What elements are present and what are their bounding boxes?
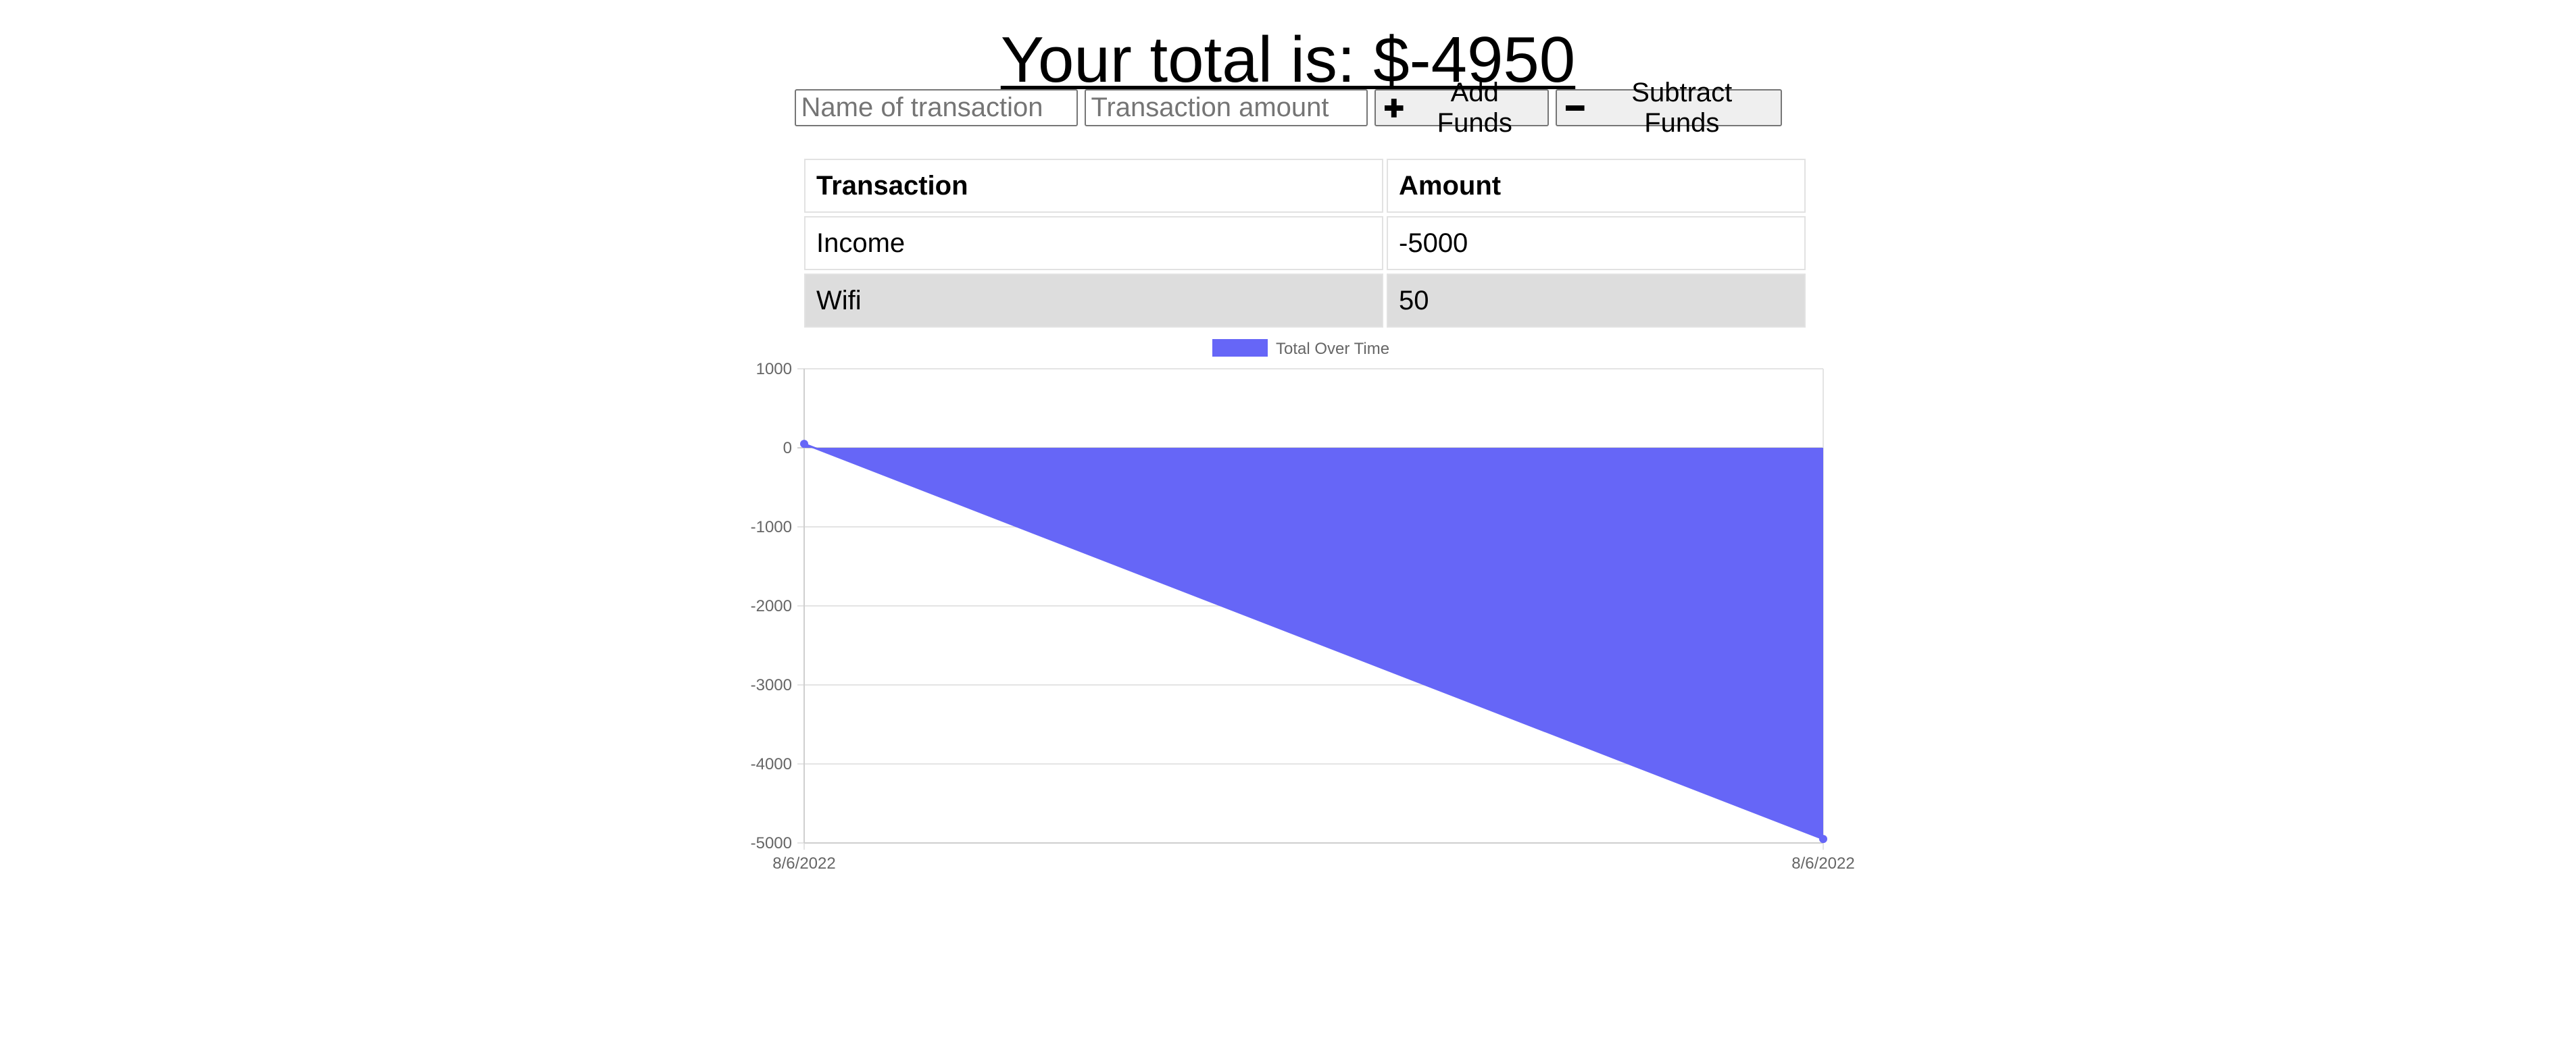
add-funds-button[interactable]: Add Funds [1374,78,1549,138]
transaction-form: Add Funds Subtract Funds [0,78,2576,138]
subtract-funds-label: Subtract Funds [1631,77,1733,138]
transaction-amount-cell: 50 [1387,274,1806,328]
subtract-funds-button[interactable]: Subtract Funds [1555,78,1782,138]
legend-swatch [1212,339,1268,357]
y-tick-label: -2000 [751,597,792,615]
transaction-table: Transaction Amount Income -5000 Wifi 50 [801,155,1809,331]
y-tick-label: 0 [783,439,792,457]
y-tick-label: -4000 [751,755,792,773]
y-tick-label: 1000 [756,360,792,378]
header-transaction: Transaction [804,159,1383,213]
table-header-row: Transaction Amount [804,159,1806,213]
total-heading: Your total is: $-4950 [1000,24,1576,97]
header-amount: Amount [1387,159,1806,213]
add-funds-label: Add Funds [1437,77,1512,138]
x-tick-label: 8/6/2022 [772,854,835,873]
x-tick-label: 8/6/2022 [1791,854,1854,873]
y-tick-label: -5000 [751,834,792,852]
data-point [1819,835,1827,844]
transaction-name-cell: Income [804,216,1383,270]
table-row: Wifi 50 [804,274,1806,328]
transaction-amount-input[interactable] [1084,89,1368,126]
minus-icon [1565,105,1585,111]
y-tick-label: -3000 [751,676,792,694]
series-line [803,442,1824,840]
y-tick-label: -1000 [751,518,792,536]
transaction-amount-cell: -5000 [1387,216,1806,270]
transaction-name-input[interactable] [794,89,1078,126]
transaction-name-cell: Wifi [804,274,1383,328]
plus-icon [1384,98,1404,118]
data-point [800,440,808,448]
table-row: Income -5000 [804,216,1806,270]
legend-label: Total Over Time [1276,340,1389,358]
